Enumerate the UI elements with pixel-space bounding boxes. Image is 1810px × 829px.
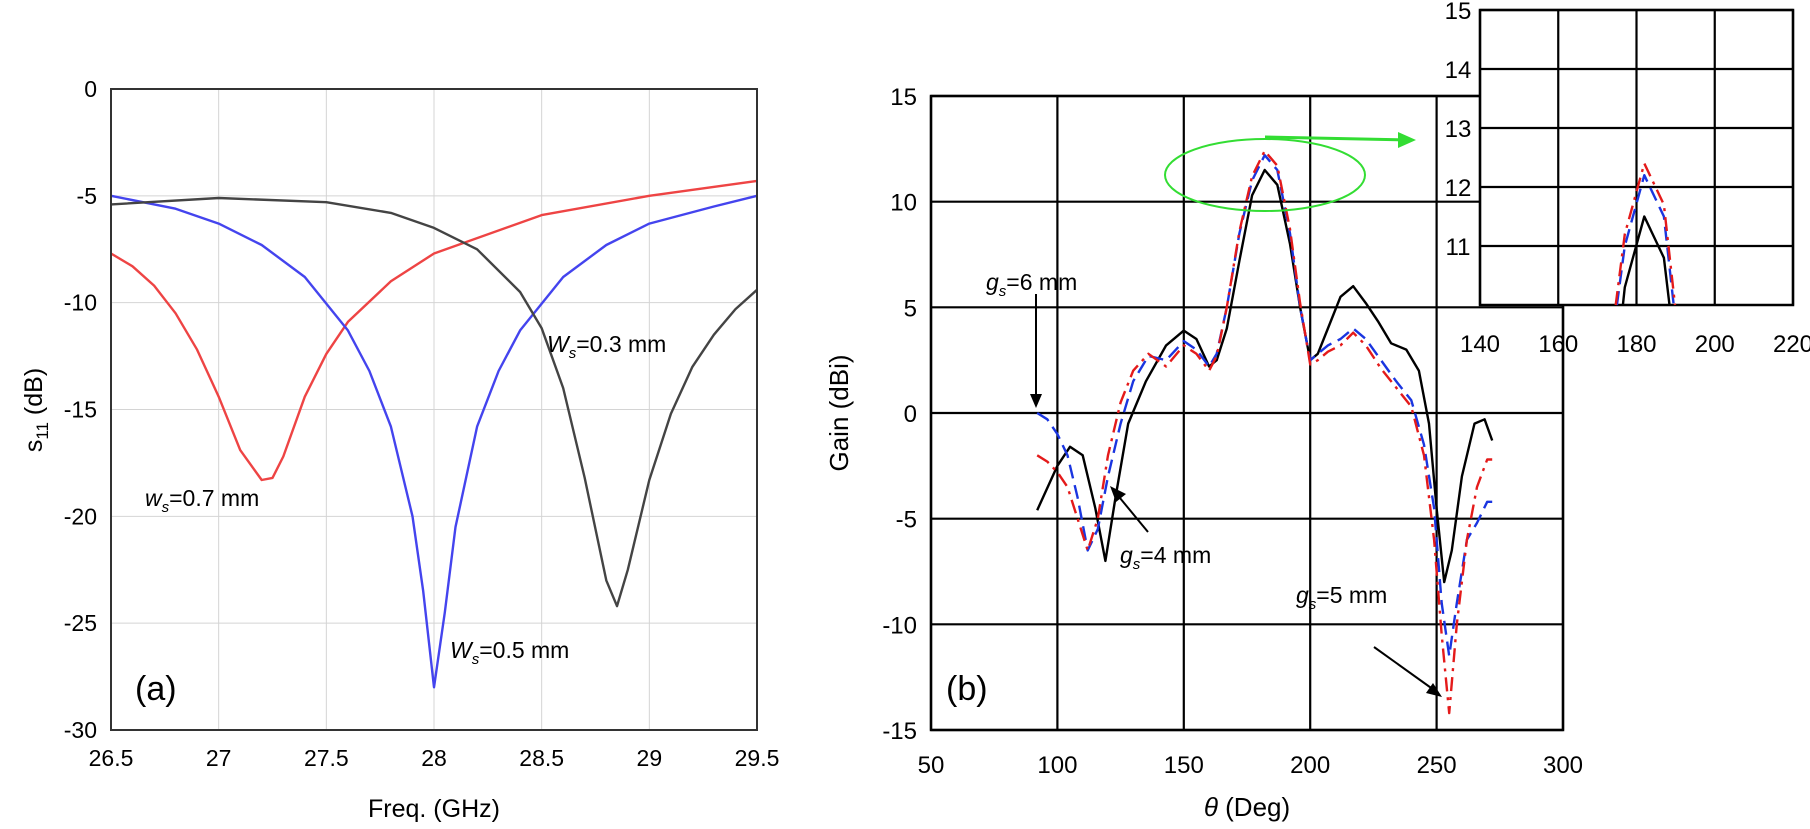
panel-b-series-line-1 <box>1036 153 1493 658</box>
inset-frame <box>1478 8 1795 307</box>
inset-x-tick-label: 160 <box>1538 331 1578 358</box>
arrow-gs4-head <box>1110 486 1126 502</box>
panel-a-x-tick-label: 29.5 <box>735 745 780 771</box>
panel-a-y-tick-label: -10 <box>64 290 97 316</box>
panel-a-y-tick-label: -30 <box>64 717 97 743</box>
panel-b-x-tick-label: 50 <box>918 752 945 779</box>
inset-series-line-0 <box>1621 215 1671 306</box>
panel-b-series-line-0 <box>1036 168 1494 584</box>
annotation-ws-0.3: Ws=0.3 mm <box>547 331 666 362</box>
inset-x-tick-label: 200 <box>1695 331 1735 358</box>
arrow-gs4 <box>1114 491 1149 533</box>
panel-a-x-tick-label: 28.5 <box>519 745 564 771</box>
peak-to-inset-arrowhead <box>1398 132 1416 148</box>
panel-a-y-ticks: 0 -5 -10 -15 -20 -25 -30 <box>64 76 97 743</box>
arrow-gs5-head <box>1426 683 1442 697</box>
annotation-ws-0.7: ws=0.7 mm <box>145 485 259 516</box>
panel-a-y-tick-label: -25 <box>64 610 97 636</box>
panel-b-y-axis-title: Gain (dBi) <box>824 354 854 471</box>
annotation-ws-0.5: Ws=0.5 mm <box>450 637 569 668</box>
inset-y-tick-label: 12 <box>1445 175 1472 202</box>
inset-y-tick-label: 13 <box>1445 116 1472 143</box>
annotation-gs5: gs=5 mm <box>1296 582 1387 613</box>
panel-a-series-line-1 <box>110 194 758 689</box>
inset-x-ticks: 140 160 180 200 220 <box>1460 331 1810 358</box>
panel-a-x-ticks: 26.5 27 27.5 28 28.5 29 29.5 <box>89 745 780 771</box>
panel-b-x-tick-label: 150 <box>1164 752 1204 779</box>
annotation-gs4: gs=4 mm <box>1120 542 1211 573</box>
panel-a-label: (a) <box>135 670 177 708</box>
panel-b-y-tick-label: 10 <box>890 190 917 217</box>
panel-a-x-tick-label: 28 <box>421 745 447 771</box>
annotation-gs6: gs=6 mm <box>986 269 1077 300</box>
panel-a-y-tick-label: -15 <box>64 397 97 423</box>
panel-b-y-tick-label: 0 <box>904 401 917 428</box>
panel-a-series-line-2 <box>110 196 758 608</box>
inset-y-tick-label: 14 <box>1445 57 1472 84</box>
panel-a-x-tick-label: 27.5 <box>304 745 349 771</box>
panel-a-y-tick-label: -20 <box>64 503 97 529</box>
panel-b-x-tick-label: 300 <box>1543 752 1583 779</box>
panel-b-x-tick-label: 100 <box>1037 752 1077 779</box>
panel-a-series <box>110 179 758 689</box>
panel-b-y-tick-label: -10 <box>882 612 917 639</box>
inset-x-tick-label: 140 <box>1460 331 1500 358</box>
inset-y-ticks: 15 14 13 12 11 <box>1445 0 1472 261</box>
panel-b-frame <box>929 94 1565 732</box>
panel-b-label: (b) <box>946 670 988 708</box>
inset-series-line-1 <box>1615 173 1675 306</box>
panel-a: 0 -5 -10 -15 -20 -25 -30 26.5 27 27.5 28 28.5 29 29.… <box>20 76 779 823</box>
arrow-gs5 <box>1373 646 1435 691</box>
panel-b-y-tick-label: 15 <box>890 84 917 111</box>
panel-b-y-tick-label: 5 <box>904 295 917 322</box>
panel-b-y-tick-label: -15 <box>882 718 917 745</box>
panel-b-series <box>1036 149 1494 715</box>
panel-a-series-line-0 <box>110 179 758 482</box>
panel-b-x-axis-title: θ (Deg) <box>1204 792 1290 822</box>
peak-to-inset-arrow <box>1264 135 1409 142</box>
panel-a-x-tick-label: 29 <box>637 745 663 771</box>
panel-a-x-tick-label: 27 <box>206 745 232 771</box>
panel-b-x-tick-label: 200 <box>1290 752 1330 779</box>
panel-a-y-tick-label: 0 <box>84 76 97 102</box>
peak-highlight-ellipse <box>1164 138 1366 212</box>
inset-series <box>1614 162 1677 306</box>
panel-b-x-ticks: 50 100 150 200 250 300 <box>918 752 1583 779</box>
panel-b-y-ticks: 15 10 5 0 -5 -10 -15 <box>882 84 917 745</box>
panel-a-frame <box>110 88 758 731</box>
panel-a-x-axis-title: Freq. (GHz) <box>368 795 500 823</box>
panel-a-y-axis-title: s11 (dB) <box>20 368 52 452</box>
inset-x-tick-label: 180 <box>1616 331 1656 358</box>
panel-a-y-tick-label: -5 <box>77 183 97 209</box>
inset-y-tick-label: 15 <box>1445 0 1472 25</box>
panel-b-y-tick-label: -5 <box>896 507 917 534</box>
inset-series-line-2 <box>1614 162 1677 306</box>
panel-a-x-tick-label: 26.5 <box>89 745 134 771</box>
inset-x-tick-label: 220 <box>1773 331 1810 358</box>
arrow-gs6-head <box>1030 394 1042 408</box>
panel-b-series-line-2 <box>1036 149 1493 715</box>
panel-b-x-tick-label: 250 <box>1417 752 1457 779</box>
inset-y-tick-label: 11 <box>1446 234 1471 261</box>
